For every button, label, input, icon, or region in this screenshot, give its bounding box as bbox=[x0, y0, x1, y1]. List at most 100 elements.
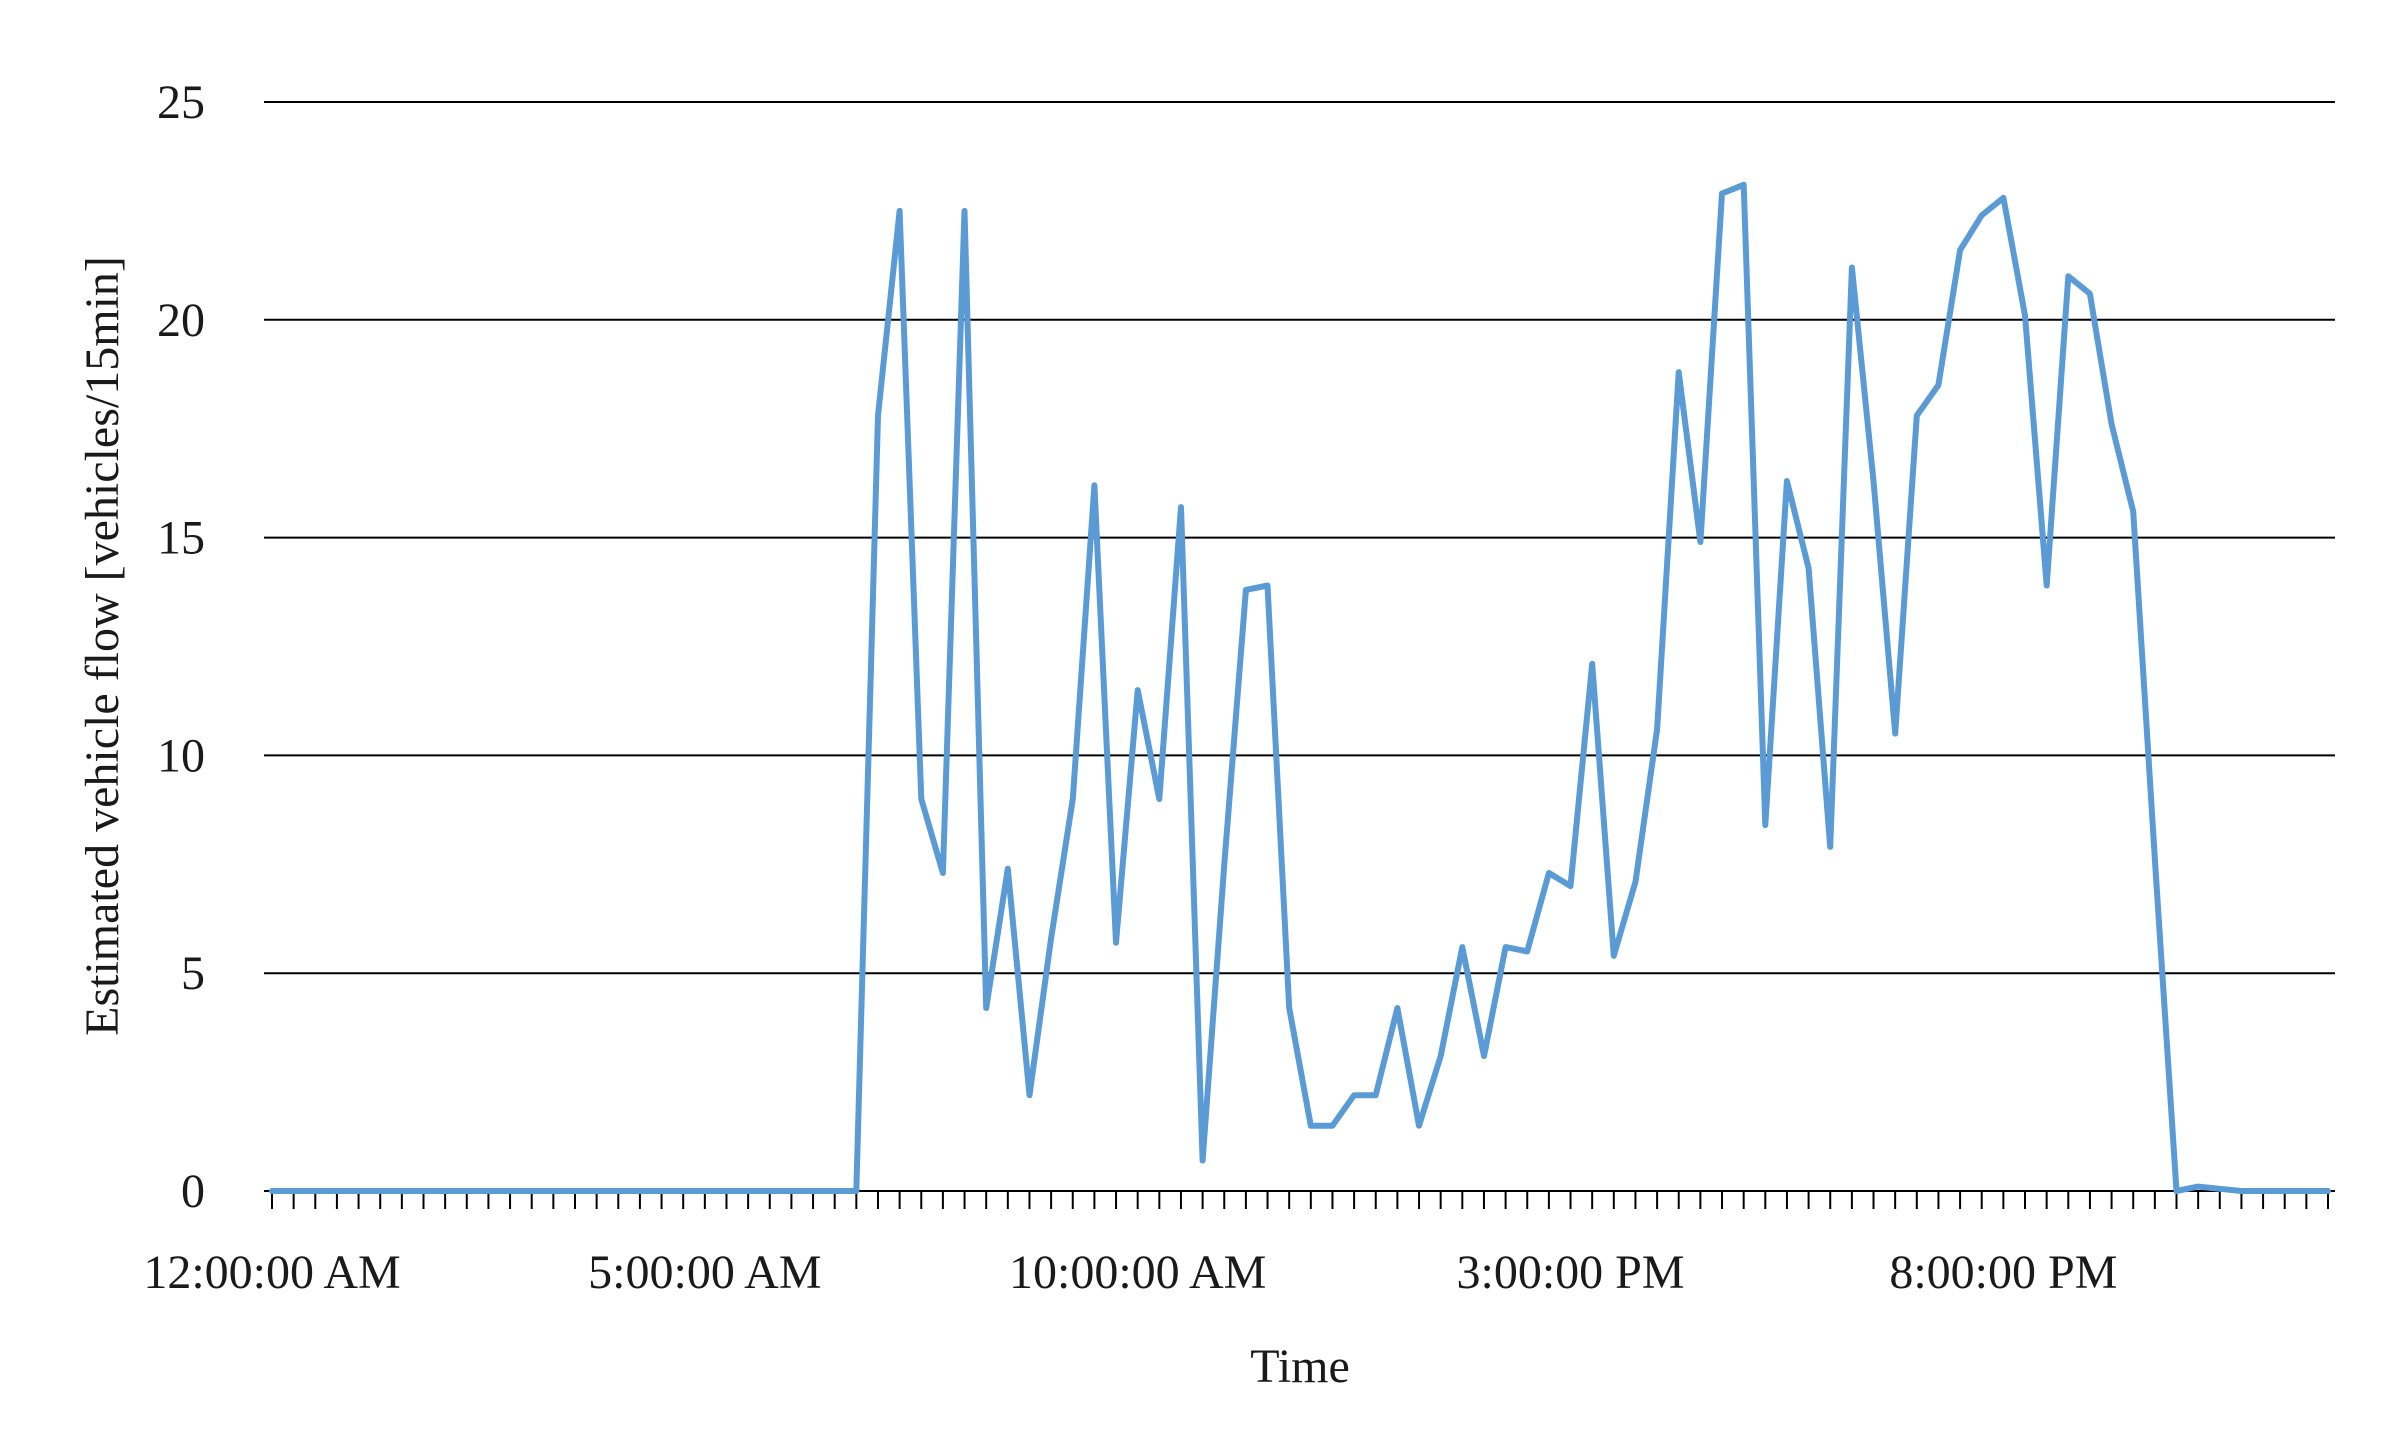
data-point bbox=[918, 796, 924, 802]
data-point bbox=[2282, 1188, 2288, 1194]
data-point bbox=[680, 1188, 686, 1194]
data-point bbox=[2022, 312, 2028, 318]
data-point bbox=[1091, 482, 1097, 488]
x-tick-label: 10:00:00 AM bbox=[1009, 1246, 1266, 1299]
data-point bbox=[615, 1188, 621, 1194]
data-point bbox=[1892, 731, 1898, 737]
data-point bbox=[2217, 1186, 2223, 1192]
data-point bbox=[1265, 583, 1271, 589]
data-point bbox=[1871, 478, 1877, 484]
data-point bbox=[464, 1188, 470, 1194]
data-point bbox=[1394, 1005, 1400, 1011]
gridlines bbox=[264, 101, 2335, 975]
data-point bbox=[356, 1188, 362, 1194]
data-point bbox=[637, 1188, 643, 1194]
data-point bbox=[2109, 421, 2115, 427]
x-tick-label: 12:00:00 AM bbox=[143, 1246, 400, 1299]
x-tick-labels: 12:00:00 AM 5:00:00 AM 10:00:00 AM 3:00:00 … bbox=[143, 1246, 2117, 1299]
y-tick-label-15: 15 bbox=[157, 512, 205, 565]
y-tick-label-0: 0 bbox=[181, 1165, 205, 1218]
data-point bbox=[1524, 948, 1530, 954]
y-tick-label-25: 25 bbox=[157, 76, 205, 129]
x-axis-title: Time bbox=[1250, 1340, 1350, 1393]
data-point bbox=[1373, 1092, 1379, 1098]
series-line bbox=[269, 181, 2331, 1194]
data-point bbox=[1546, 870, 1552, 876]
data-point bbox=[1849, 265, 1855, 271]
x-tick-label: 3:00:00 PM bbox=[1457, 1246, 1685, 1299]
data-point bbox=[269, 1188, 275, 1194]
data-point bbox=[420, 1188, 426, 1194]
data-point bbox=[1113, 940, 1119, 946]
data-point bbox=[1026, 1092, 1032, 1098]
series-group bbox=[269, 181, 2331, 1194]
data-point bbox=[1676, 369, 1682, 375]
data-point bbox=[1784, 478, 1790, 484]
data-point bbox=[1438, 1053, 1444, 1059]
data-point bbox=[594, 1188, 600, 1194]
y-axis-title: Estimated vehicle flow [vehicles/15min] bbox=[76, 256, 129, 1036]
data-point bbox=[810, 1188, 816, 1194]
data-point bbox=[2195, 1184, 2201, 1190]
x-tick-label: 5:00:00 AM bbox=[588, 1246, 821, 1299]
y-tick-labels: 0 5 10 15 20 25 bbox=[157, 76, 205, 1218]
data-point bbox=[1762, 822, 1768, 828]
x-tick-label: 8:00:00 PM bbox=[1889, 1246, 2117, 1299]
data-point bbox=[1200, 1158, 1206, 1164]
data-point bbox=[1827, 844, 1833, 850]
data-point bbox=[659, 1188, 665, 1194]
data-point bbox=[1351, 1092, 1357, 1098]
data-point bbox=[550, 1188, 556, 1194]
data-point bbox=[983, 1005, 989, 1011]
data-point bbox=[1481, 1053, 1487, 1059]
data-point bbox=[1935, 382, 1941, 388]
data-point bbox=[2087, 291, 2093, 297]
data-point bbox=[1589, 661, 1595, 667]
data-point bbox=[1308, 1123, 1314, 1129]
data-point bbox=[572, 1188, 578, 1194]
y-tick-label-20: 20 bbox=[157, 294, 205, 347]
data-point bbox=[853, 1188, 859, 1194]
data-point bbox=[1654, 726, 1660, 732]
data-point bbox=[1135, 687, 1141, 693]
data-point bbox=[1979, 212, 1985, 218]
data-point bbox=[1957, 247, 1963, 253]
data-point bbox=[2000, 195, 2006, 201]
data-point bbox=[1329, 1123, 1335, 1129]
data-point bbox=[1286, 1005, 1292, 1011]
data-point bbox=[1611, 953, 1617, 959]
data-point bbox=[2325, 1188, 2331, 1194]
data-point bbox=[2130, 508, 2136, 514]
data-point bbox=[312, 1188, 318, 1194]
data-point bbox=[1416, 1123, 1422, 1129]
data-point bbox=[377, 1188, 383, 1194]
data-point bbox=[2260, 1188, 2266, 1194]
data-point bbox=[745, 1188, 751, 1194]
data-point bbox=[767, 1188, 773, 1194]
data-point bbox=[2044, 583, 2050, 589]
data-point bbox=[1697, 539, 1703, 545]
data-point bbox=[1156, 796, 1162, 802]
data-point bbox=[788, 1188, 794, 1194]
data-point bbox=[940, 870, 946, 876]
data-point bbox=[2238, 1188, 2244, 1194]
data-point bbox=[1070, 796, 1076, 802]
data-point bbox=[485, 1188, 491, 1194]
data-point bbox=[1503, 944, 1509, 950]
data-point bbox=[2065, 273, 2071, 279]
data-point bbox=[291, 1188, 297, 1194]
data-points bbox=[269, 182, 2331, 1194]
data-point bbox=[399, 1188, 405, 1194]
data-point bbox=[723, 1188, 729, 1194]
y-tick-label-10: 10 bbox=[157, 729, 205, 782]
data-point bbox=[1048, 935, 1054, 941]
y-tick-label-5: 5 bbox=[181, 947, 205, 1000]
data-point bbox=[832, 1188, 838, 1194]
data-point bbox=[1741, 182, 1747, 188]
data-point bbox=[1632, 879, 1638, 885]
data-point bbox=[442, 1188, 448, 1194]
data-point bbox=[962, 208, 968, 214]
data-point bbox=[1806, 565, 1812, 571]
data-point bbox=[2152, 857, 2158, 863]
